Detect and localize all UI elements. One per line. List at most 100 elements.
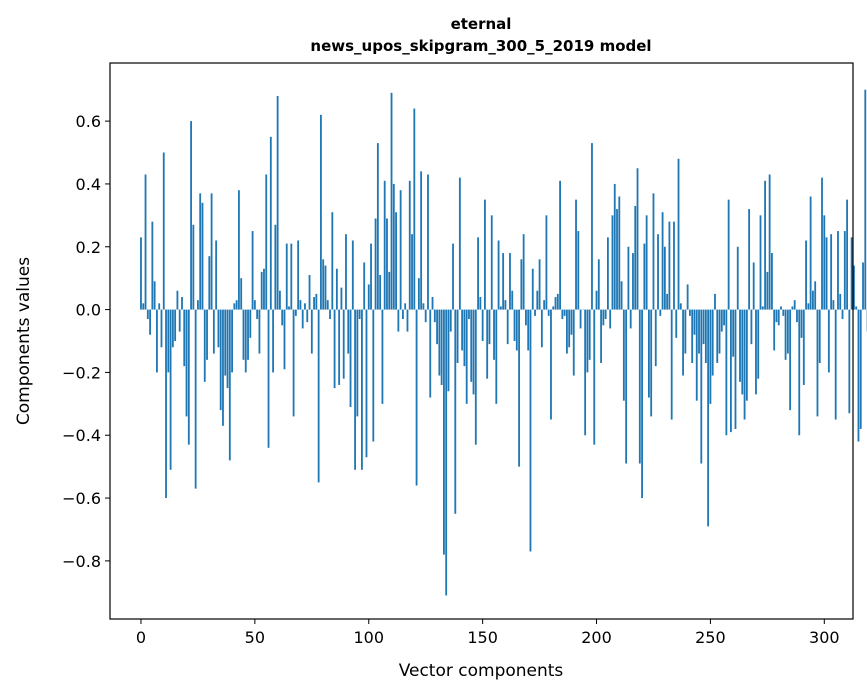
bar [629,309,632,329]
bar [144,174,147,310]
bar [559,180,561,310]
bar [427,174,429,310]
bar [540,309,543,348]
bar [338,309,341,385]
bar [780,306,782,310]
bar [736,246,739,310]
bar [315,293,318,310]
bar [404,303,407,310]
bar [720,309,723,332]
bar [575,199,577,310]
bar [422,303,425,310]
bar [317,309,320,483]
y-tick-label: −0.4 [62,426,101,445]
bar [206,309,208,360]
bar [591,143,593,310]
bar [269,136,272,310]
bar [474,309,477,445]
x-tick-label: 250 [695,628,726,647]
bar [288,306,290,310]
bar [142,303,145,310]
bar [458,177,461,310]
bar [181,297,183,310]
bar [504,300,507,310]
bar [251,231,254,310]
bar [436,309,438,345]
bar [807,303,810,310]
bar [711,309,714,376]
bar [429,309,432,398]
bar [723,309,725,326]
bar [607,237,609,310]
bar [292,309,295,417]
x-tick-label: 300 [809,628,840,647]
bar [465,309,468,404]
bar [190,121,192,310]
bar [392,183,395,310]
bar [525,309,527,326]
bar [509,253,511,310]
bar [841,309,844,320]
bar [290,243,293,310]
bar [511,290,514,310]
x-axis-ticks: 0 50 100 150 200 250 300 [136,619,840,647]
bar [395,212,397,310]
bar [493,309,495,360]
bar [684,309,687,354]
y-tick-label: 0.0 [76,301,101,320]
bar [376,143,379,310]
bar [329,309,331,320]
bar [454,309,457,514]
bar [431,297,434,310]
bar [750,309,753,345]
bar [853,265,855,310]
bar [247,309,249,360]
bar [513,309,516,341]
y-tick-label: −0.8 [62,552,101,571]
bar [825,237,828,310]
bar [285,243,288,310]
bar [219,309,222,411]
bar [345,234,347,310]
bar [260,271,263,310]
bar [187,309,190,445]
bar [242,309,245,360]
bar [857,309,860,442]
bar [814,281,817,310]
bar [775,309,778,323]
bar [235,300,238,310]
bar [240,278,243,310]
bar [570,309,573,335]
bar [695,309,698,401]
bar [212,309,215,354]
bar [308,275,311,310]
bar [527,309,530,351]
bar [424,309,427,323]
bar [335,268,338,310]
bar [568,309,571,348]
bar [370,243,372,310]
bar [739,309,741,382]
bar [215,240,218,310]
bar [862,262,864,310]
bar [249,309,252,338]
bar [306,309,309,323]
bar [718,309,721,354]
bar [406,309,409,332]
bar [333,309,336,389]
bar [595,290,598,310]
bar [725,309,728,436]
bar [572,309,575,376]
bar [497,240,500,310]
bar [197,300,199,310]
bar [782,309,785,316]
bar [663,246,666,310]
bar [666,293,669,310]
bar [294,309,297,316]
bar [534,309,536,316]
x-tick-label: 100 [353,628,384,647]
bar [675,309,678,338]
bar [176,290,179,310]
bar [363,262,366,310]
bar [759,215,762,310]
